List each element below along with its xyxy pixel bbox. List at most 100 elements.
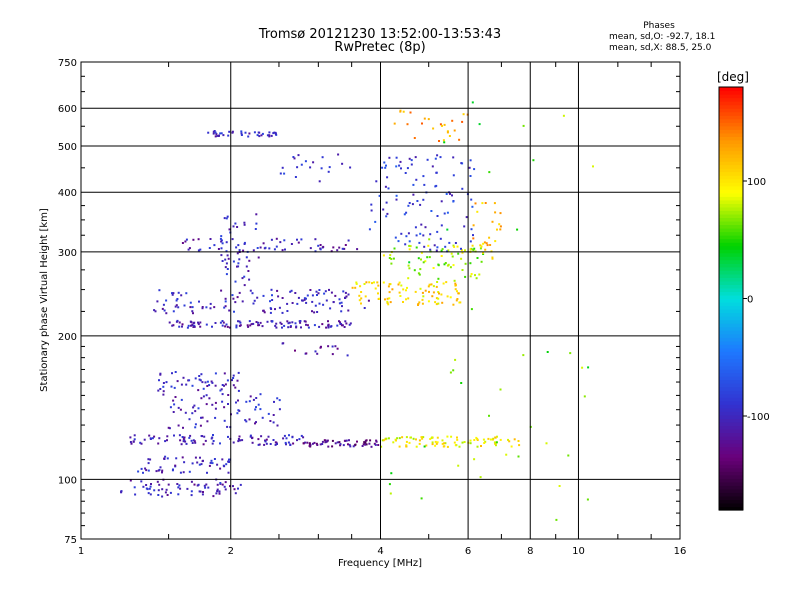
echo-point [258,135,261,138]
echo-point [274,131,277,134]
echo-point [226,268,229,270]
echo-point [259,408,262,411]
colorbar-segment [719,446,743,451]
echo-point [225,241,228,244]
echo-point [161,471,163,474]
echo-point [221,483,224,486]
echo-point [225,323,228,326]
echo-point [431,165,434,168]
echo-point [270,238,273,241]
echo-point [214,322,217,324]
echo-point [473,458,476,461]
echo-point [197,323,200,326]
echo-point [173,403,176,406]
echo-point [449,371,452,374]
echo-point [441,439,444,442]
colorbar-segment [719,115,743,120]
echo-point [294,322,297,325]
echo-point [439,123,442,126]
echo-point [443,141,446,144]
colorbar-segment [719,361,743,367]
echo-point [461,120,464,123]
echo-point [205,323,208,326]
echo-point [447,263,450,266]
echo-point [298,438,301,441]
echo-point [312,161,315,164]
echo-point [147,469,150,472]
echo-point [257,131,260,134]
echo-point [423,117,426,120]
echo-point [188,436,191,439]
echo-point [348,323,351,326]
colorbar-segment [719,439,743,444]
echo-point [198,378,201,381]
echo-point [386,176,389,179]
echo-point [434,444,437,447]
echo-point [222,464,225,467]
echo-point [309,166,312,169]
echo-point [428,238,431,241]
echo-point [427,300,430,303]
echo-point [454,242,457,244]
echo-point [228,458,230,461]
colorbar-segment [719,94,743,99]
echo-point [233,488,236,491]
echo-point [487,437,490,440]
echo-point [223,217,226,220]
echo-point [458,138,461,141]
echo-point [474,274,476,277]
echo-point [418,439,421,442]
echo-point [378,194,381,197]
echo-point [431,436,434,439]
echo-point [522,124,525,127]
echo-point [237,399,239,402]
echo-point [297,154,300,157]
echo-point [191,412,194,415]
echo-point [484,440,487,443]
echo-point [283,324,286,327]
echo-point [219,132,222,135]
echo-point [480,445,482,447]
echo-point [224,300,227,303]
echo-point [226,254,229,257]
colorbar-segment [719,298,743,303]
echo-point [178,321,181,324]
echo-point [471,244,474,247]
echo-point [453,245,456,248]
colorbar-segment [719,129,743,134]
echo-point [161,307,164,310]
echo-point [151,437,154,440]
echo-point [259,321,262,324]
echo-point [387,187,390,190]
echo-point [192,312,194,315]
stats-x-line: mean, sd,X: 88.5, 25.0 [609,43,712,53]
echo-point [162,393,165,396]
echo-point [300,434,303,437]
echo-point [214,135,217,138]
echo-point [186,326,189,329]
echo-point [478,273,481,276]
colorbar-segment [719,185,743,190]
echo-point [289,326,292,328]
echo-point [325,326,328,329]
echo-point [338,246,341,249]
echo-point [436,441,439,444]
echo-point [157,494,160,496]
echo-point [209,461,212,464]
colorbar-segment [719,90,743,95]
echo-point [179,471,182,474]
echo-point [473,439,476,441]
echo-point [214,131,217,134]
echo-point [239,324,242,327]
echo-point [253,299,256,302]
echo-point [374,287,377,290]
echo-point [331,439,334,442]
colorbar-segment [719,108,743,113]
echo-point [429,438,432,440]
echo-point [199,379,202,382]
echo-point [446,131,449,134]
echo-point [400,284,403,287]
echo-point [190,439,193,442]
echo-point [311,442,314,445]
colorbar-segment [719,242,743,247]
